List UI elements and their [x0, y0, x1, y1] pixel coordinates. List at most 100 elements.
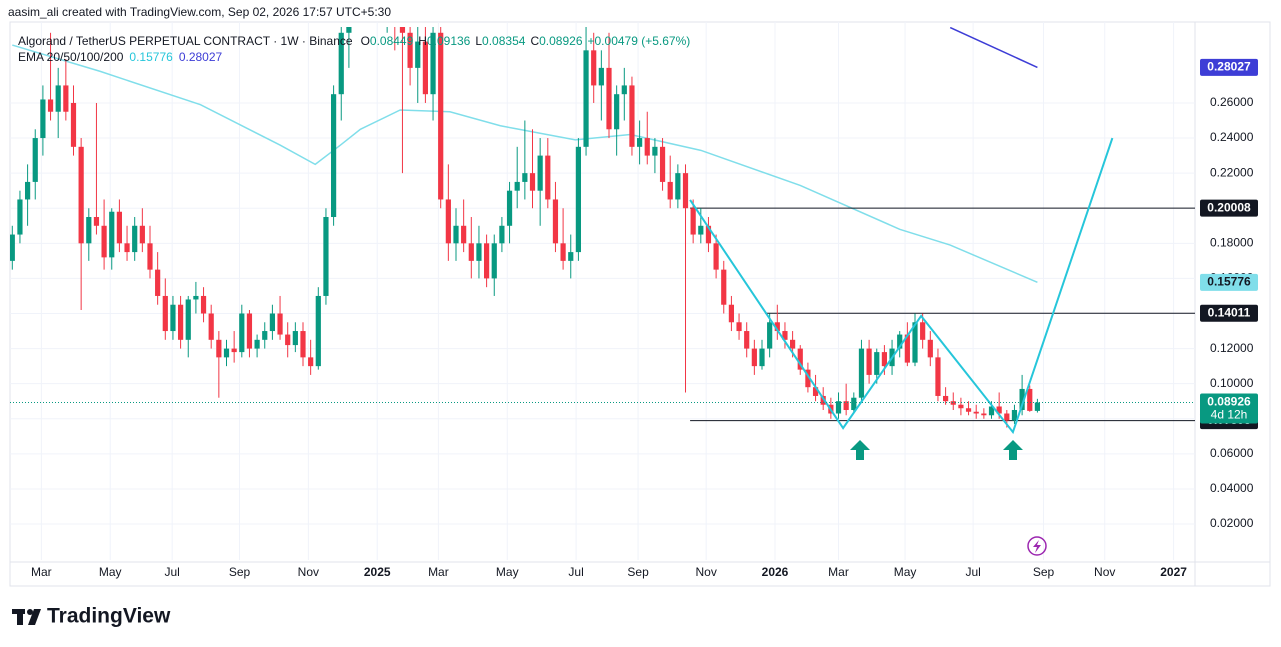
candle-body — [698, 225, 704, 235]
candle-body — [568, 252, 574, 261]
candle-body — [24, 181, 31, 200]
arrow-up — [850, 440, 870, 460]
candle-body — [308, 357, 314, 367]
candle-body — [659, 146, 666, 182]
ohlc-label: H — [418, 34, 427, 48]
candle-body — [277, 313, 283, 335]
candle-body — [874, 352, 880, 375]
candle-body — [988, 406, 995, 416]
candle-body — [476, 243, 482, 261]
candle-body — [124, 243, 130, 253]
candle-body — [943, 395, 949, 402]
symbol: Algorand / TetherUS PERPETUAL CONTRACT ·… — [18, 34, 353, 48]
candle-body — [897, 334, 903, 349]
x-tick-label: 2025 — [364, 565, 391, 579]
candle-body — [208, 313, 214, 340]
candle-body — [399, 27, 406, 33]
x-tick-label: Sep — [1033, 565, 1055, 579]
candle-body — [63, 85, 69, 112]
x-tick-label: Jul — [965, 565, 980, 579]
y-tick-label: 0.02000 — [1210, 516, 1254, 530]
candle-body — [415, 41, 421, 68]
y-tick-label: 0.22000 — [1210, 165, 1254, 179]
ohlc-value: 0.08354 — [482, 34, 526, 48]
candle-body — [820, 395, 826, 405]
countdown: 4d 12h — [1211, 408, 1248, 422]
symbol-header: Algorand / TetherUS PERPETUAL CONTRACT ·… — [18, 34, 690, 48]
credit: aasim_ali created with TradingView.com, … — [8, 5, 391, 19]
candle-body — [652, 146, 658, 156]
pattern-line — [689, 137, 1114, 435]
candle-body — [920, 322, 926, 340]
candle-body — [759, 348, 765, 367]
ema-price-label-bg — [1200, 273, 1258, 291]
candle-body — [47, 99, 54, 112]
logo-icon — [12, 609, 41, 625]
level-price-label-bg — [1200, 304, 1258, 322]
x-tick-label: Mar — [31, 565, 52, 579]
candle-body — [200, 295, 207, 314]
candle-body — [843, 401, 849, 410]
candle-body — [323, 217, 329, 296]
candle-body — [1034, 402, 1041, 411]
x-tick-label: 2027 — [1160, 565, 1187, 579]
candle-body — [231, 348, 237, 353]
x-tick-label: May — [99, 565, 122, 579]
y-tick-label: 0.26000 — [1210, 95, 1254, 109]
candle-body — [560, 243, 566, 261]
x-tick-label: Mar — [428, 565, 449, 579]
candle-body — [629, 85, 635, 147]
ohlc-value: 0.09136 — [427, 34, 471, 48]
candle-body — [736, 322, 742, 332]
last-price-label: 0.08926 — [1207, 395, 1251, 409]
candle-body — [239, 313, 245, 353]
candle-body — [996, 406, 1002, 414]
candle-body — [529, 173, 536, 191]
level-price-label-bg — [1200, 199, 1258, 217]
candle-body — [438, 32, 444, 200]
candle-body — [453, 225, 459, 244]
candle-body — [935, 357, 941, 396]
candle-body — [797, 348, 803, 370]
last-price-bg — [1200, 393, 1258, 424]
x-tick-label: Sep — [627, 565, 649, 579]
candle-body — [300, 331, 306, 358]
candle-body — [805, 369, 811, 388]
ohlc-label: C — [530, 34, 539, 48]
indicator-value: 0.15776 — [129, 50, 173, 64]
candle-body — [782, 331, 788, 340]
candle-body — [170, 304, 176, 332]
candle-body — [537, 155, 543, 191]
level-price-label: 0.14011 — [1208, 305, 1251, 319]
level-price-label: 0.20008 — [1207, 200, 1251, 214]
indicator-legend: EMA 20/50/100/200 0.15776 0.28027 — [18, 50, 223, 64]
candle-body — [484, 243, 490, 279]
indicator-value: 0.28027 — [179, 50, 223, 64]
candle-body — [851, 397, 857, 410]
candle-body — [445, 199, 451, 244]
candle-body — [644, 138, 650, 156]
y-tick-label: 0.06000 — [1210, 446, 1254, 460]
candle-body — [116, 211, 122, 244]
candle-body — [552, 199, 559, 244]
x-tick-label: Sep — [229, 565, 251, 579]
candle-body — [10, 234, 15, 261]
candle-body — [193, 295, 199, 300]
candle-body — [407, 32, 413, 68]
y-tick-label: 0.10000 — [1210, 376, 1254, 390]
arrow-up — [1003, 440, 1023, 460]
candle-body — [690, 208, 696, 235]
candle-body — [93, 217, 100, 226]
candle-body — [78, 146, 84, 244]
candle-body — [101, 225, 107, 258]
candle-body — [682, 173, 689, 209]
candle-body — [598, 67, 604, 86]
candle-body — [881, 352, 888, 367]
candle-body — [491, 243, 497, 279]
y-tick-label: 0.24000 — [1210, 130, 1254, 144]
candle-body — [927, 339, 933, 358]
x-tick-label: May — [894, 565, 917, 579]
candle-body — [721, 269, 727, 305]
candle-body — [17, 199, 23, 235]
